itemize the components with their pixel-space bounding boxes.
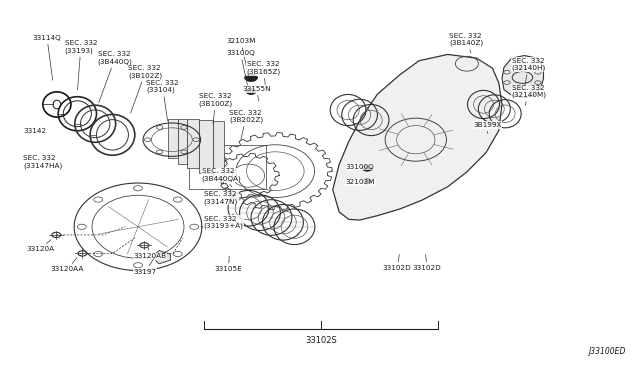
Text: 33102S: 33102S <box>305 336 337 345</box>
Text: SEC. 332
(33147N): SEC. 332 (33147N) <box>204 191 238 205</box>
Circle shape <box>244 74 257 81</box>
Text: SEC. 332
(3B202Z): SEC. 332 (3B202Z) <box>229 110 264 140</box>
Polygon shape <box>502 55 543 98</box>
Text: SEC. 332
(3B440QA): SEC. 332 (3B440QA) <box>202 168 242 187</box>
Text: 33100Q: 33100Q <box>226 50 255 87</box>
Text: SEC. 332
(32140H): SEC. 332 (32140H) <box>511 58 546 86</box>
Text: SEC. 332
(3B100Z): SEC. 332 (3B100Z) <box>198 93 233 124</box>
Text: SEC. 332
(33193): SEC. 332 (33193) <box>65 40 97 90</box>
FancyBboxPatch shape <box>198 121 212 173</box>
Text: 33102D: 33102D <box>383 255 412 271</box>
Text: SEC. 332
(33193+A): SEC. 332 (33193+A) <box>204 214 244 229</box>
Text: 33114Q: 33114Q <box>33 35 61 80</box>
Text: SEC. 332
(32140M): SEC. 332 (32140M) <box>511 85 547 106</box>
Text: SEC. 332
(3B440Q): SEC. 332 (3B440Q) <box>98 51 132 103</box>
Circle shape <box>362 165 372 171</box>
Text: SEC. 332
(3B140Z): SEC. 332 (3B140Z) <box>449 33 483 53</box>
FancyBboxPatch shape <box>168 119 178 158</box>
Text: 33197: 33197 <box>134 259 157 275</box>
Text: 33105E: 33105E <box>214 256 243 272</box>
Text: 33100Q: 33100Q <box>346 164 374 170</box>
FancyBboxPatch shape <box>212 121 224 177</box>
Circle shape <box>246 89 256 94</box>
FancyBboxPatch shape <box>178 119 187 164</box>
Polygon shape <box>156 250 171 264</box>
Polygon shape <box>333 54 502 220</box>
Text: J33100ED: J33100ED <box>588 347 625 356</box>
Text: 33120AA: 33120AA <box>51 258 84 272</box>
Text: SEC. 332
(33104): SEC. 332 (33104) <box>147 80 179 121</box>
Text: SEC. 332
(33147HA): SEC. 332 (33147HA) <box>23 155 62 169</box>
Text: 33155N: 33155N <box>242 86 271 101</box>
Text: 33120AB: 33120AB <box>134 248 166 259</box>
Text: 32103M: 32103M <box>226 38 255 73</box>
FancyBboxPatch shape <box>187 119 198 168</box>
Text: 33142: 33142 <box>23 128 46 134</box>
Circle shape <box>363 179 372 184</box>
Text: 32103M: 32103M <box>346 179 375 185</box>
Text: SEC. 332
(3B165Z): SEC. 332 (3B165Z) <box>246 61 281 88</box>
Text: 33120A: 33120A <box>26 240 54 252</box>
Text: 3B199X: 3B199X <box>473 122 502 134</box>
Text: 33102D: 33102D <box>413 255 442 271</box>
Text: SEC. 332
(3B102Z): SEC. 332 (3B102Z) <box>129 65 163 113</box>
